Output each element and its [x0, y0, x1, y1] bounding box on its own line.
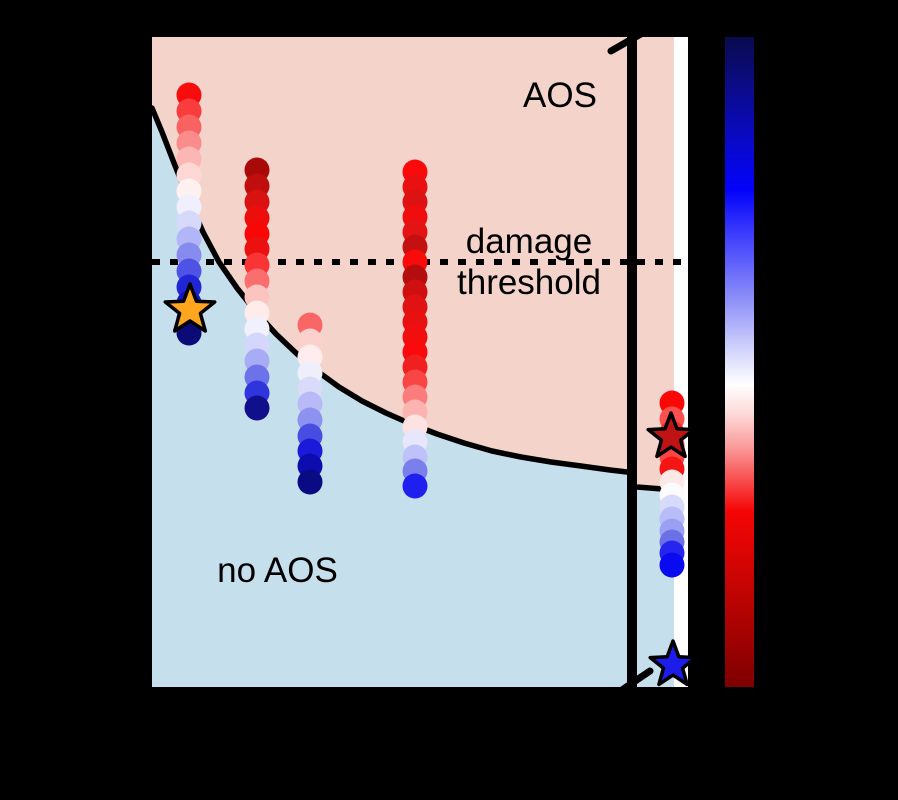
panel-divider-bar	[627, 30, 637, 691]
axis-break-mark	[607, 23, 657, 55]
red-star	[646, 411, 696, 459]
data-point	[659, 552, 685, 578]
axis-break-mark	[612, 667, 654, 698]
damage-threshold-label-line1: damage	[465, 222, 593, 261]
orange-star	[163, 282, 217, 333]
damage-threshold-label-line2: threshold	[457, 263, 601, 302]
data-point	[402, 473, 428, 499]
aos-region-label: AOS	[523, 76, 597, 115]
data-point	[297, 469, 323, 495]
colorbar	[725, 37, 754, 687]
blue-star	[648, 639, 698, 687]
damage-threshold-label: damage threshold	[437, 221, 621, 303]
main-panel-aos-region	[152, 37, 627, 472]
data-point	[244, 395, 270, 421]
no-aos-region-label: no AOS	[217, 551, 338, 590]
